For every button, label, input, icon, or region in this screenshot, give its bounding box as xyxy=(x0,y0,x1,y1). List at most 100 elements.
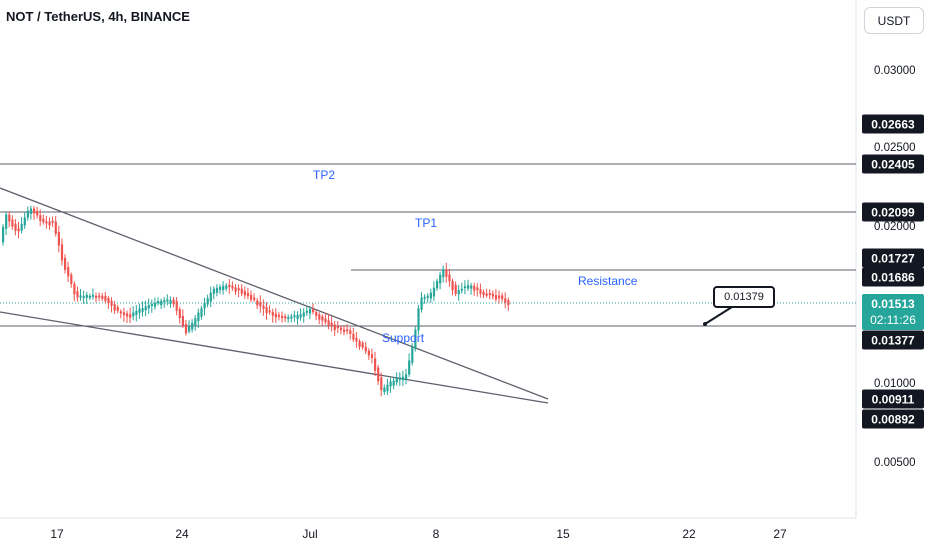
candle-body xyxy=(36,211,39,216)
support-label[interactable]: Support xyxy=(382,331,425,345)
candle-body xyxy=(113,304,116,311)
candle-body xyxy=(467,285,470,289)
candle-body xyxy=(104,295,107,301)
candle-body xyxy=(346,329,349,332)
candle-body xyxy=(482,292,485,296)
candle-body xyxy=(395,377,398,383)
candle-body xyxy=(29,208,33,214)
candle-body xyxy=(507,300,510,306)
candle-body xyxy=(501,295,504,300)
price-label: 0.02099 xyxy=(862,202,924,222)
candle-body xyxy=(293,315,296,318)
candle-body xyxy=(79,295,82,298)
candle-body xyxy=(380,377,383,391)
candle-body xyxy=(11,219,14,227)
candle-body xyxy=(284,316,287,319)
wedge-lower-trendline[interactable] xyxy=(0,311,549,404)
time-tick: Jul xyxy=(302,527,318,541)
candle-body xyxy=(445,269,448,277)
time-tick: 27 xyxy=(773,527,787,541)
candle-body xyxy=(153,302,157,307)
price-label: 0.02405 xyxy=(862,154,924,174)
candle-body xyxy=(367,350,370,356)
candle-body xyxy=(91,294,95,297)
candle-body xyxy=(141,308,144,312)
resistance-label[interactable]: Resistance xyxy=(578,274,638,288)
candle-body xyxy=(116,307,119,311)
candle-body xyxy=(20,223,23,231)
candle-body xyxy=(504,298,507,303)
candle-body xyxy=(411,346,414,363)
candle-body xyxy=(135,311,138,315)
candle-body xyxy=(491,293,494,297)
candle-body xyxy=(184,324,188,334)
candle-body xyxy=(333,324,336,331)
candle-body xyxy=(494,295,498,300)
candle-body xyxy=(129,314,132,318)
candle-body xyxy=(253,297,256,300)
price-label: 0.01686 xyxy=(862,267,924,287)
price-callout[interactable]: 0.01379 xyxy=(713,286,775,308)
candle-body xyxy=(327,320,330,327)
candle-body xyxy=(206,298,209,305)
candle-body xyxy=(389,381,392,387)
candle-body xyxy=(417,308,420,331)
time-tick: 8 xyxy=(432,527,440,541)
candle-body xyxy=(364,346,367,352)
candle-body xyxy=(39,215,42,221)
candle-body xyxy=(488,293,491,296)
price-tick: 0.03000 xyxy=(874,65,916,77)
candle-body xyxy=(98,295,101,298)
candle-body xyxy=(361,342,364,348)
price-label: 0.00911 xyxy=(862,389,924,409)
candle-body xyxy=(321,316,324,321)
candle-body xyxy=(203,302,206,309)
candle-body xyxy=(454,284,457,294)
candle-body xyxy=(268,310,271,313)
candle-body xyxy=(160,300,163,306)
candle-body xyxy=(144,306,147,311)
candle-body xyxy=(442,269,445,278)
candle-body xyxy=(126,313,129,317)
candle-body xyxy=(231,285,234,289)
candle-body xyxy=(82,296,85,299)
candle-body xyxy=(287,317,290,320)
price-label: 0.01727 xyxy=(862,248,924,268)
candle-body xyxy=(33,208,36,214)
candle-body xyxy=(330,322,333,326)
candle-body xyxy=(290,316,293,319)
candle-body xyxy=(225,285,228,289)
tp2-label[interactable]: TP2 xyxy=(313,168,336,182)
candle-body xyxy=(250,295,253,300)
candle-body xyxy=(48,221,51,226)
candle-body xyxy=(17,228,20,232)
candle-body xyxy=(308,308,312,314)
candle-body xyxy=(76,291,79,298)
candle-body xyxy=(200,308,203,317)
candle-body xyxy=(212,288,215,294)
candle-body xyxy=(132,312,135,317)
price-label: 0.01377 xyxy=(862,330,924,350)
candle-body xyxy=(426,295,429,298)
tp1-label[interactable]: TP1 xyxy=(415,216,438,230)
candle-body xyxy=(150,303,153,306)
candle-body xyxy=(240,288,243,294)
candle-body xyxy=(122,312,126,316)
candle-body xyxy=(401,376,405,381)
candle-body xyxy=(374,358,377,371)
candle-body xyxy=(423,296,426,299)
candle-body xyxy=(315,311,318,316)
candle-body xyxy=(377,367,380,382)
candle-body xyxy=(358,341,361,347)
candle-body xyxy=(274,313,277,318)
wedge-upper-trendline[interactable] xyxy=(0,187,549,400)
candle-body xyxy=(324,318,327,323)
candle-body xyxy=(23,217,26,226)
symbol-title[interactable]: NOT / TetherUS, 4h, BINANCE xyxy=(6,9,190,24)
candle-body xyxy=(191,322,194,330)
candle-body xyxy=(281,316,284,319)
currency-button[interactable]: USDT xyxy=(864,7,924,34)
candle-body xyxy=(460,288,463,291)
candle-body xyxy=(343,329,346,333)
